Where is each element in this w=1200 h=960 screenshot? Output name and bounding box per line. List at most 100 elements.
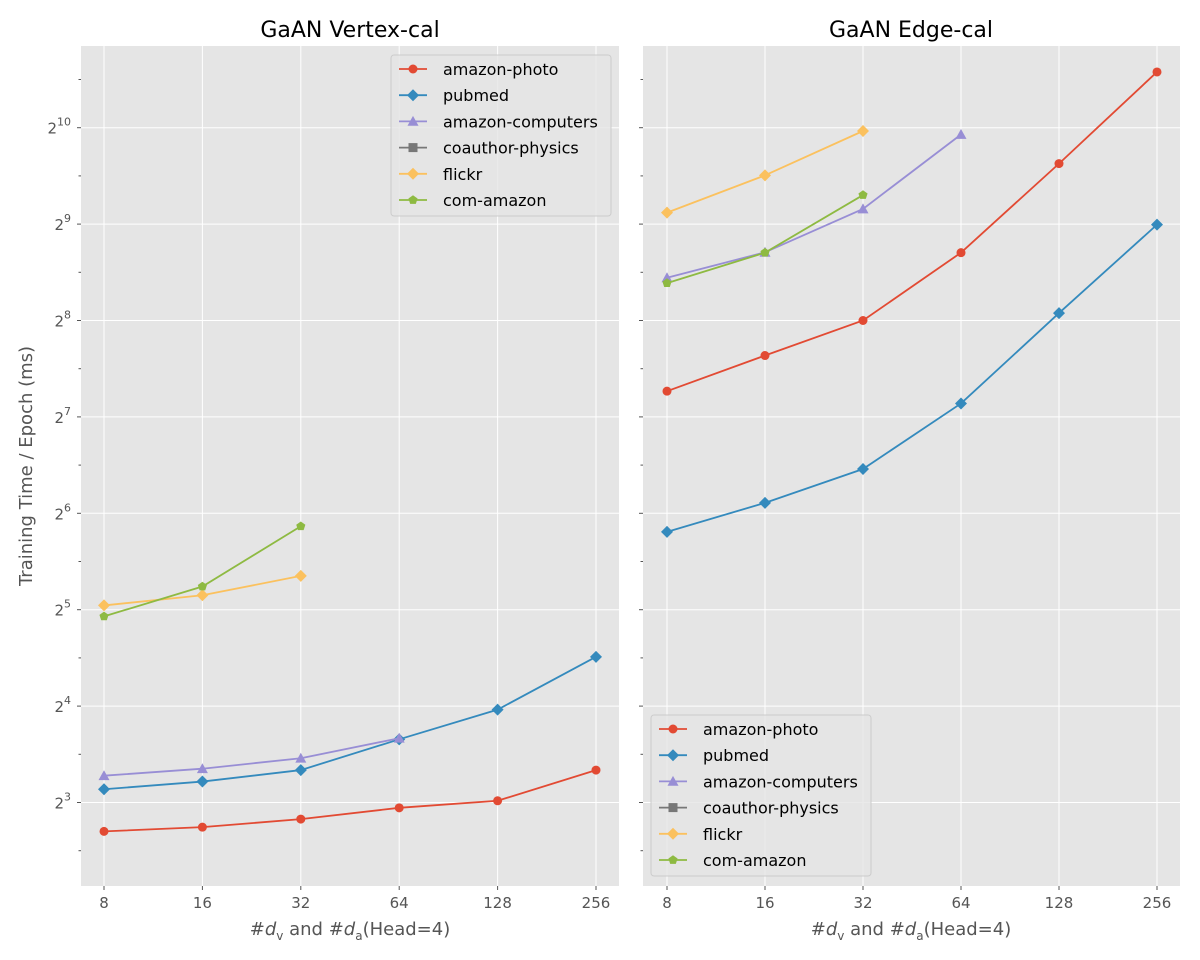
data-point-amazon-photo bbox=[760, 351, 770, 361]
data-point-amazon-photo bbox=[858, 316, 868, 325]
legend-item-flickr: flickr bbox=[659, 825, 743, 844]
data-point-pubmed bbox=[294, 764, 307, 777]
y-tick-label: 28 bbox=[54, 309, 71, 331]
data-point-com-amazon bbox=[760, 247, 770, 257]
data-point-com-amazon bbox=[858, 190, 868, 199]
legend-label: coauthor-physics bbox=[703, 799, 839, 818]
legend-marker bbox=[407, 89, 419, 102]
legend-marker bbox=[667, 827, 679, 840]
data-point-amazon-photo bbox=[197, 822, 207, 832]
data-point-amazon-computers bbox=[661, 272, 673, 283]
x-tick-label: 64 bbox=[951, 894, 970, 912]
legend-label: com-amazon bbox=[443, 191, 546, 210]
x-tick-label: 256 bbox=[582, 894, 611, 912]
data-point-amazon-photo bbox=[662, 386, 672, 396]
legend-item-amazon-photo: amazon-photo bbox=[659, 720, 818, 739]
data-point-com-amazon bbox=[197, 581, 207, 591]
data-point-pubmed bbox=[857, 463, 869, 476]
x-tick-label: 256 bbox=[1143, 894, 1172, 912]
x-tick-label: 128 bbox=[483, 894, 512, 912]
data-point-amazon-computers bbox=[295, 752, 307, 763]
legend-marker bbox=[408, 195, 418, 204]
legend-marker bbox=[408, 64, 418, 74]
x-tick-label: 32 bbox=[853, 894, 872, 912]
series-flickr bbox=[661, 124, 869, 219]
legend-label: flickr bbox=[443, 165, 483, 184]
data-point-pubmed bbox=[98, 783, 110, 796]
data-point-pubmed bbox=[759, 496, 771, 509]
x-tick-label: 32 bbox=[291, 894, 310, 912]
legend-label: pubmed bbox=[703, 746, 769, 765]
chart-title-right: GaAN Edge-cal bbox=[829, 18, 993, 43]
y-tick-label: 24 bbox=[54, 694, 71, 716]
data-point-pubmed bbox=[661, 525, 673, 538]
series-line-amazon-computers bbox=[666, 133, 962, 279]
data-point-amazon-photo bbox=[591, 765, 601, 775]
series-amazon-photo bbox=[99, 765, 601, 836]
legend-label: amazon-photo bbox=[703, 720, 818, 739]
data-point-amazon-photo bbox=[1054, 159, 1064, 169]
series-line-pubmed bbox=[666, 223, 1158, 533]
legend-label: amazon-computers bbox=[703, 772, 858, 791]
data-point-com-amazon bbox=[296, 521, 306, 531]
data-point-amazon-photo bbox=[493, 796, 503, 806]
legend-item-coauthor-physics: coauthor-physics bbox=[399, 139, 579, 158]
y-tick-label: 23 bbox=[54, 791, 71, 813]
data-point-flickr bbox=[759, 169, 771, 182]
legend-marker bbox=[668, 803, 678, 813]
data-point-com-amazon bbox=[99, 611, 109, 621]
legend-marker bbox=[667, 749, 679, 762]
legend: amazon-photo pubmed amazon-computers coauth… bbox=[650, 714, 872, 877]
series-flickr bbox=[98, 569, 307, 612]
data-point-amazon-photo bbox=[296, 814, 306, 824]
y-tick-label: 26 bbox=[54, 501, 71, 523]
legend-item-flickr: flickr bbox=[399, 165, 483, 184]
legend-box bbox=[390, 54, 612, 217]
series-com-amazon bbox=[662, 190, 868, 287]
data-point-amazon-computers bbox=[857, 203, 869, 214]
legend-label: pubmed bbox=[443, 86, 509, 105]
data-point-flickr bbox=[294, 569, 307, 582]
legend-label: com-amazon bbox=[703, 851, 806, 870]
y-tick-label: 27 bbox=[54, 405, 71, 427]
x-axis-label-left: #dv and #da(Head=4) bbox=[250, 919, 450, 943]
series-com-amazon bbox=[99, 521, 306, 621]
x-tick-label: 64 bbox=[390, 894, 409, 912]
legend-item-coauthor-physics: coauthor-physics bbox=[659, 799, 839, 818]
x-tick-label: 16 bbox=[193, 894, 212, 912]
series-amazon-computers bbox=[98, 732, 405, 781]
data-point-amazon-photo bbox=[99, 826, 109, 836]
x-tick-label: 128 bbox=[1045, 894, 1074, 912]
legend-item-amazon-computers: amazon-computers bbox=[659, 772, 858, 791]
data-point-flickr bbox=[661, 206, 673, 219]
data-point-amazon-computers bbox=[955, 129, 967, 139]
data-point-amazon-photo bbox=[394, 803, 404, 813]
data-point-flickr bbox=[857, 124, 869, 137]
series-amazon-photo bbox=[662, 67, 1162, 396]
y-tick-label: 210 bbox=[47, 116, 71, 138]
legend-marker bbox=[668, 724, 678, 734]
legend-label: amazon-computers bbox=[443, 112, 598, 131]
data-point-pubmed bbox=[590, 650, 602, 663]
series-line-pubmed bbox=[103, 656, 597, 791]
data-point-amazon-computers bbox=[393, 732, 405, 743]
legend-item-amazon-photo: amazon-photo bbox=[399, 60, 558, 79]
legend-marker bbox=[667, 775, 679, 786]
x-tick-label: 8 bbox=[99, 894, 109, 912]
data-point-pubmed bbox=[955, 397, 967, 410]
legend-marker bbox=[407, 115, 419, 126]
panel-edge-cal: 8 16 32 64 128 256 GaAN Edge-cal #dv and #da(… bbox=[639, 18, 1180, 943]
y-tick-label: 25 bbox=[54, 598, 71, 620]
chart-title-left: GaAN Vertex-cal bbox=[260, 18, 439, 43]
data-point-pubmed bbox=[491, 703, 504, 716]
x-axis-label-right: #dv and #da(Head=4) bbox=[811, 919, 1011, 943]
data-point-amazon-photo bbox=[956, 248, 966, 258]
legend: amazon-photo pubmed amazon-computers coauth… bbox=[390, 54, 612, 217]
legend-marker bbox=[408, 143, 418, 153]
legend-item-pubmed: pubmed bbox=[659, 746, 769, 765]
y-axis-label: Training Time / Epoch (ms) bbox=[16, 346, 37, 587]
series-pubmed bbox=[98, 650, 602, 796]
legend-label: flickr bbox=[703, 825, 743, 844]
data-point-amazon-computers bbox=[98, 770, 110, 781]
